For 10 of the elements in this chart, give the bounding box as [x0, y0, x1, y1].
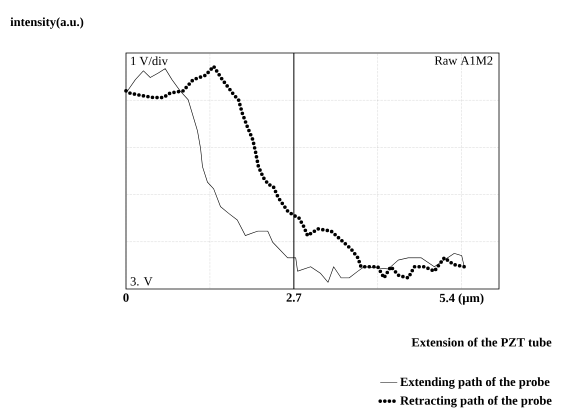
legend-label: Retracting path of the probe: [400, 396, 552, 408]
y-axis-title: intensity(a.u.): [10, 17, 84, 29]
legend-label: Extending path of the probe: [400, 377, 550, 389]
x-axis-title: Extension of the PZT tube: [412, 338, 552, 347]
x-tick-label: 0: [123, 293, 129, 302]
x-tick-label: 2.7: [286, 293, 302, 302]
text: 1 V/div: [131, 56, 168, 66]
annotation: 3. V: [130, 277, 152, 286]
x-tick-label: 5.4 (µm): [440, 293, 484, 305]
text: Raw A1M2: [434, 56, 492, 65]
